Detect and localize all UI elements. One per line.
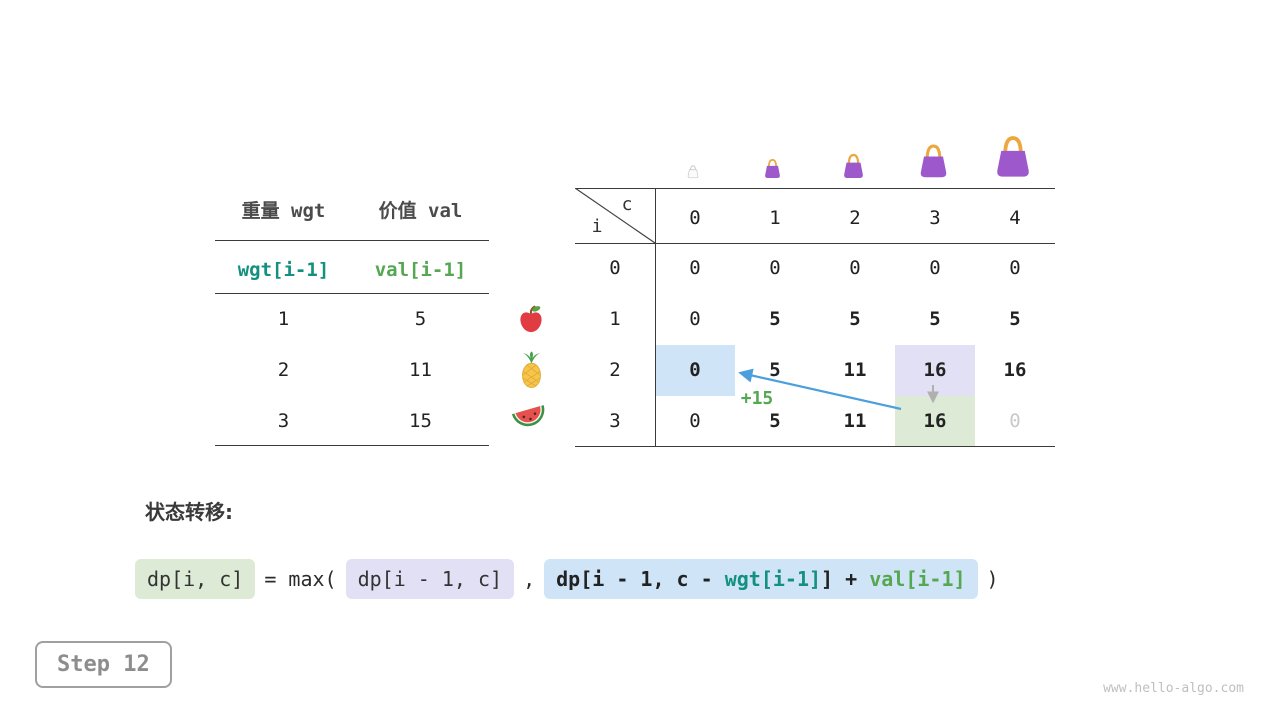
dp-cell: 0 bbox=[689, 308, 701, 330]
item-value: 5 bbox=[414, 308, 427, 330]
items-row: 3 15 bbox=[215, 405, 489, 437]
table-rule bbox=[215, 240, 489, 241]
dp-cell: 0 bbox=[689, 257, 701, 279]
dp-cell: 16 bbox=[1003, 359, 1027, 381]
items-formula-wgt: wgt[i-1] bbox=[237, 259, 330, 281]
capacity-bag-icon-3 bbox=[920, 144, 947, 178]
capacity-bag-icon-4 bbox=[997, 136, 1029, 177]
capacity-bag-icon-0 bbox=[687, 165, 699, 179]
items-header-row: 重量 wgt 价值 val bbox=[215, 195, 489, 227]
dp-cell-keep: 16 bbox=[923, 359, 947, 381]
items-table: 重量 wgt 价值 val wgt[i-1] val[i-1] 1 5 2 11… bbox=[215, 185, 489, 447]
table-rule bbox=[575, 243, 1055, 244]
dp-row-header: 3 bbox=[609, 410, 621, 432]
item-weight: 1 bbox=[277, 308, 290, 330]
dp-cell: 11 bbox=[843, 410, 867, 432]
watermark: www.hello-algo.com bbox=[1103, 681, 1244, 696]
table-rule bbox=[575, 188, 1055, 189]
dp-col-header: 1 bbox=[769, 207, 781, 229]
formula-arg2-part1: dp[i - 1, c - bbox=[556, 567, 725, 591]
pineapple-icon bbox=[522, 351, 541, 389]
dp-cell: 5 bbox=[929, 308, 941, 330]
items-row: 2 11 bbox=[215, 354, 489, 386]
dp-cell: 0 bbox=[689, 410, 701, 432]
dp-col-header: 4 bbox=[1009, 207, 1021, 229]
table-rule bbox=[215, 293, 489, 294]
dp-row-header: 2 bbox=[609, 359, 621, 381]
dp-col-header: 2 bbox=[849, 207, 861, 229]
dp-cell: 0 bbox=[1009, 410, 1021, 432]
formula-lhs-box: dp[i, c] bbox=[135, 559, 256, 599]
formula-arg2-box: dp[i - 1, c - wgt[i-1]] + val[i-1] bbox=[544, 559, 978, 599]
dp-col-header: 0 bbox=[689, 207, 701, 229]
dp-row-header: 0 bbox=[609, 257, 621, 279]
formula-op: = max( bbox=[264, 567, 337, 591]
dp-cell-source: 0 bbox=[689, 359, 701, 381]
table-rule bbox=[655, 188, 656, 447]
items-formula-val: val[i-1] bbox=[374, 259, 467, 281]
dp-cell-target-highlight bbox=[895, 396, 975, 447]
gain-label: +15 bbox=[740, 388, 774, 409]
dp-cell-keep-highlight bbox=[895, 345, 975, 396]
item-weight: 2 bbox=[277, 359, 290, 381]
apple-icon bbox=[520, 305, 542, 333]
items-formula-row: wgt[i-1] val[i-1] bbox=[215, 254, 489, 286]
dp-cell: 5 bbox=[849, 308, 861, 330]
dp-cell: 0 bbox=[849, 257, 861, 279]
item-weight: 3 bbox=[277, 410, 290, 432]
dp-row-header: 1 bbox=[609, 308, 621, 330]
dp-cell-target: 16 bbox=[923, 410, 947, 432]
dp-col-header: 3 bbox=[929, 207, 941, 229]
capacity-bag-icon-1 bbox=[765, 158, 780, 178]
dp-cell: 5 bbox=[769, 308, 781, 330]
table-rule bbox=[215, 445, 489, 446]
dp-corner-row-var: i bbox=[591, 216, 603, 237]
dp-cell: 0 bbox=[1009, 257, 1021, 279]
item-value: 11 bbox=[409, 359, 432, 381]
dp-cell: 5 bbox=[769, 410, 781, 432]
formula-separator: , bbox=[523, 567, 536, 591]
transition-section-label: 状态转移: bbox=[145, 500, 233, 524]
transition-formula: dp[i, c] = max( dp[i - 1, c] , dp[i - 1,… bbox=[135, 559, 999, 599]
items-col-header-weight: 重量 wgt bbox=[241, 200, 326, 222]
dp-cell-source-highlight bbox=[655, 345, 735, 396]
dp-cell: 5 bbox=[769, 359, 781, 381]
items-row: 1 5 bbox=[215, 303, 489, 335]
dp-table: c i 0 1 2 3 4 0 1 2 3 0 0 0 0 0 0 5 5 5 … bbox=[575, 188, 1055, 447]
step-badge: Step 12 bbox=[35, 641, 172, 688]
formula-close: ) bbox=[986, 567, 999, 591]
formula-arg2-part2: ] + bbox=[821, 567, 870, 591]
dp-cell: 0 bbox=[929, 257, 941, 279]
dp-corner-col-var: c bbox=[621, 194, 633, 215]
formula-arg1-box: dp[i - 1, c] bbox=[345, 559, 515, 599]
watermelon-icon bbox=[511, 405, 545, 427]
dp-cell: 11 bbox=[843, 359, 867, 381]
formula-arg2-val: val[i-1] bbox=[869, 567, 966, 591]
items-col-header-value: 价值 val bbox=[378, 200, 463, 222]
dp-cell: 0 bbox=[769, 257, 781, 279]
table-rule bbox=[575, 446, 1055, 447]
formula-arg2-wgt: wgt[i-1] bbox=[724, 567, 822, 591]
dp-cell: 5 bbox=[1009, 308, 1021, 330]
item-value: 15 bbox=[409, 410, 432, 432]
capacity-bag-icon-2 bbox=[844, 153, 863, 178]
dp-corner-diagonal bbox=[575, 188, 655, 243]
